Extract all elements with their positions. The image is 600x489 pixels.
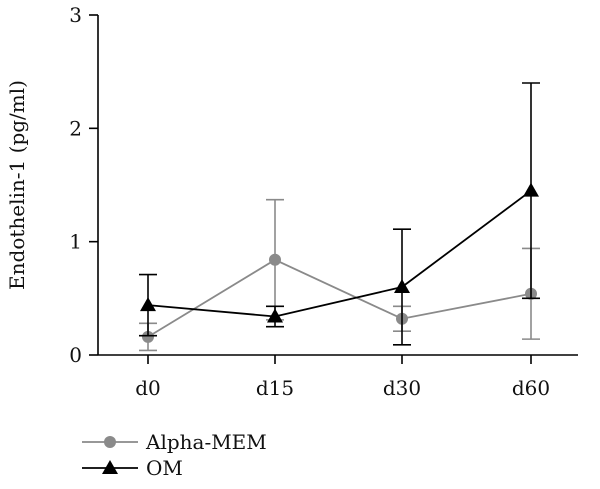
legend-label: OM xyxy=(146,456,183,480)
y-tick-label: 2 xyxy=(69,116,82,140)
legend-item: Alpha-MEM xyxy=(82,430,267,454)
y-tick-label: 0 xyxy=(69,343,82,367)
series-layer xyxy=(139,82,540,352)
data-point xyxy=(267,308,283,323)
legend-marker xyxy=(102,460,118,474)
data-point xyxy=(523,182,539,197)
y-tick-label: 1 xyxy=(69,230,82,254)
series-line xyxy=(147,189,532,318)
data-point xyxy=(269,253,281,266)
y-axis-title: Endothelin-1 (pg/ml) xyxy=(5,80,29,290)
x-ticks: d0 d15 d30 d60 xyxy=(135,355,550,400)
axes xyxy=(97,15,578,356)
y-tick-label: 3 xyxy=(69,3,82,27)
legend-label: Alpha-MEM xyxy=(145,430,267,454)
legend-marker xyxy=(104,436,116,448)
series-2 xyxy=(139,82,540,346)
x-tick-label: d15 xyxy=(256,376,294,400)
legend-item: OM xyxy=(82,456,183,480)
data-point xyxy=(394,279,410,293)
data-point xyxy=(142,330,154,343)
x-tick-label: d0 xyxy=(135,376,161,400)
x-tick-label: d60 xyxy=(512,376,550,400)
series-line xyxy=(147,258,532,338)
data-point xyxy=(140,297,156,312)
x-tick-label: d30 xyxy=(383,376,421,400)
y-ticks: 0 1 2 3 xyxy=(69,3,98,367)
series-1 xyxy=(139,198,540,352)
